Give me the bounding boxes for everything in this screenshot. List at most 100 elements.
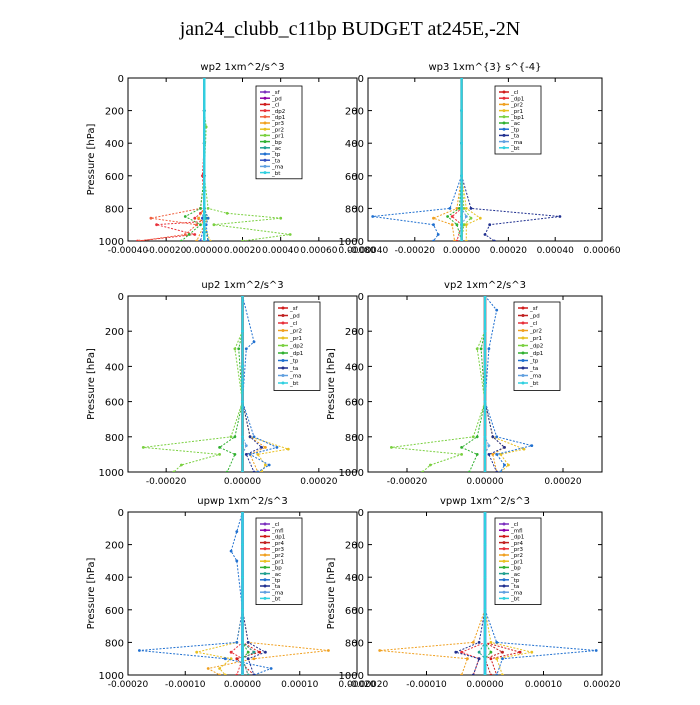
legend-marker (263, 115, 267, 119)
y-tick-label: 200 (105, 107, 124, 118)
legend-marker (263, 565, 267, 569)
series-point (206, 207, 210, 210)
x-tick-label: 0.00060 (583, 246, 620, 256)
legend-marker (502, 553, 506, 557)
series-point (483, 641, 487, 644)
series-point (206, 667, 210, 670)
series-point (258, 650, 262, 654)
series-point (252, 340, 256, 344)
series-point (180, 463, 183, 467)
series-point (225, 211, 229, 215)
series-point (241, 649, 244, 652)
y-tick-label: 1000 (339, 671, 364, 682)
legend-marker (502, 584, 506, 588)
series-group (138, 512, 330, 675)
legend-entry: _tp (271, 152, 281, 158)
series-point (487, 453, 491, 456)
legend-marker (502, 534, 506, 538)
series-point (248, 435, 252, 439)
series-line-ac (446, 78, 463, 241)
series-point (460, 673, 463, 675)
x-tick-label: 0.00000 (224, 477, 261, 487)
legend-entry: _cl (289, 321, 298, 327)
legend-marker (502, 528, 506, 532)
y-tick-label: 200 (345, 541, 364, 552)
series-point (460, 78, 463, 80)
series-point (469, 216, 473, 220)
legend-marker (263, 572, 267, 576)
legend-marker (281, 344, 285, 347)
series-point (229, 435, 233, 439)
series-point (256, 470, 260, 472)
chart-title: vpwp 1xm^2/s^3 (440, 496, 530, 507)
series-group (141, 296, 290, 472)
legend-marker (521, 351, 525, 355)
series-line-dp1 (218, 296, 244, 472)
series-point (489, 650, 493, 654)
legend: _cl_mfl_dp1_pr4_pr3_pr2_pr1_bp_ac_tp_ta_… (494, 517, 542, 605)
series-point (478, 216, 482, 220)
series-point (172, 470, 176, 472)
legend-marker (502, 96, 506, 100)
legend-entry: _bp (271, 140, 282, 146)
legend-entry: _pd (289, 314, 300, 320)
y-tick-label: 1000 (99, 237, 124, 248)
series-point (483, 575, 487, 579)
legend-entry: _ta (529, 366, 538, 372)
legend-marker (263, 559, 267, 563)
legend-marker (281, 359, 285, 362)
legend-marker (521, 306, 525, 310)
y-tick-label: 400 (105, 573, 124, 584)
series-point (241, 453, 244, 456)
x-tick-label: 0.00020 (544, 477, 581, 487)
series-point (183, 215, 187, 218)
series-line-ta (454, 512, 486, 675)
x-tick-label: 0.00000 (466, 477, 503, 487)
y-tick-label: 0 (358, 74, 364, 85)
series-point (244, 444, 248, 447)
series-point (493, 239, 496, 241)
legend-marker (281, 329, 285, 332)
series-point (275, 446, 279, 449)
series-point (483, 329, 487, 333)
series-point (489, 657, 493, 661)
series-point (503, 463, 506, 467)
legend-marker (281, 374, 285, 377)
series-group (390, 296, 534, 472)
series-point (180, 239, 183, 241)
legend-marker (263, 596, 267, 600)
y-tick-label: 0 (358, 508, 364, 519)
series-line-ta (242, 512, 267, 675)
y-tick-label: 0 (118, 74, 124, 85)
series-point (241, 329, 244, 333)
x-tick-label: -0.00020 (348, 680, 389, 690)
series-line-pr2 (379, 512, 486, 675)
legend-entry: _ac (271, 572, 281, 578)
legend-entry: _tp (510, 127, 520, 133)
series-point (429, 463, 432, 467)
series-point (202, 207, 206, 210)
series-point (269, 667, 273, 670)
series-point (197, 216, 201, 220)
legend-entry: _pr1 (510, 109, 523, 115)
legend-entry: _mfl (271, 528, 284, 534)
series-point (489, 641, 493, 644)
series-line-pr1 (203, 78, 291, 241)
y-axis-label: Pressure [hPa] (86, 558, 97, 630)
series-point (241, 608, 244, 612)
series-point (241, 239, 244, 241)
series-point (141, 446, 145, 449)
legend-entry: _ta (510, 584, 519, 590)
y-tick-label: 800 (105, 638, 124, 649)
series-point (468, 470, 471, 472)
series-point (246, 657, 250, 661)
series-point (183, 233, 187, 236)
series-point (244, 453, 248, 456)
x-tick-label: 0.00000 (443, 246, 480, 256)
legend-entry: _ta (271, 158, 280, 164)
series-point (288, 233, 292, 236)
series-point (518, 650, 522, 654)
legend-marker (521, 359, 525, 362)
series-line-dp1 (139, 78, 205, 241)
